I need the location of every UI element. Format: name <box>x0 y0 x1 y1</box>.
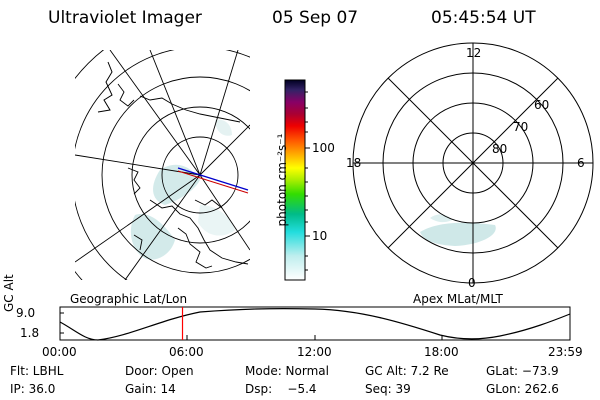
orbit-xtick-1200: 12:00 <box>297 345 332 359</box>
info-ip: IP: 36.0 <box>10 382 56 396</box>
mlat-label-60: 60 <box>534 98 550 112</box>
info-gc-alt: GC Alt: 7.2 Re <box>365 364 449 378</box>
info-glat: GLat: −73.9 <box>486 364 559 378</box>
orbit-ytick-min: 1.8 <box>20 326 40 340</box>
info-gain: Gain: 14 <box>125 382 176 396</box>
apex-caption: Apex MLat/MLT <box>413 292 503 306</box>
colorbar <box>284 79 306 281</box>
geographic-caption: Geographic Lat/Lon <box>70 292 188 306</box>
date-label: 05 Sep 07 <box>272 8 359 28</box>
geographic-map <box>75 50 250 280</box>
orbit-xtick-0000: 00:00 <box>42 345 77 359</box>
orbit-plot-ticks <box>59 312 571 340</box>
orbit-altitude-curve <box>59 308 571 341</box>
colorbar-tick-100: 100 <box>312 141 335 155</box>
instrument-title: Ultraviolet Imager <box>48 8 202 28</box>
aurora-emission <box>130 119 235 260</box>
mlat-label-80: 80 <box>492 142 508 156</box>
orbit-ytick-max: 9.0 <box>16 306 36 320</box>
mlt-label-12: 12 <box>466 46 482 60</box>
mlt-label-18: 18 <box>346 156 362 170</box>
geo-terminator-line <box>177 170 249 194</box>
apex-aurora <box>420 214 496 246</box>
info-dsp: Dsp: −5.4 <box>245 382 317 396</box>
colorbar-ticks <box>305 91 310 271</box>
info-glon: GLon: 262.6 <box>486 382 559 396</box>
time-label: 05:45:54 UT <box>431 8 536 28</box>
orbit-xtick-2359: 23:59 <box>548 345 583 359</box>
mlt-label-0: 0 <box>468 276 476 290</box>
colorbar-unit-label: photon cm⁻²s⁻¹ <box>275 133 289 227</box>
colorbar-tick-10: 10 <box>312 229 328 243</box>
orbit-ylabel: GC Alt <box>2 274 16 312</box>
info-seq: Seq: 39 <box>365 382 411 396</box>
info-door: Door: Open <box>125 364 194 378</box>
apex-polar-grid <box>352 42 594 284</box>
orbit-xtick-1800: 18:00 <box>424 345 459 359</box>
mlat-label-70: 70 <box>513 120 529 134</box>
info-mode: Mode: Normal <box>245 364 329 378</box>
info-filter: Flt: LBHL <box>10 364 64 378</box>
geo-sun-meridian <box>177 167 249 191</box>
orbit-xtick-0600: 06:00 <box>169 345 204 359</box>
mlt-label-6: 6 <box>577 156 585 170</box>
